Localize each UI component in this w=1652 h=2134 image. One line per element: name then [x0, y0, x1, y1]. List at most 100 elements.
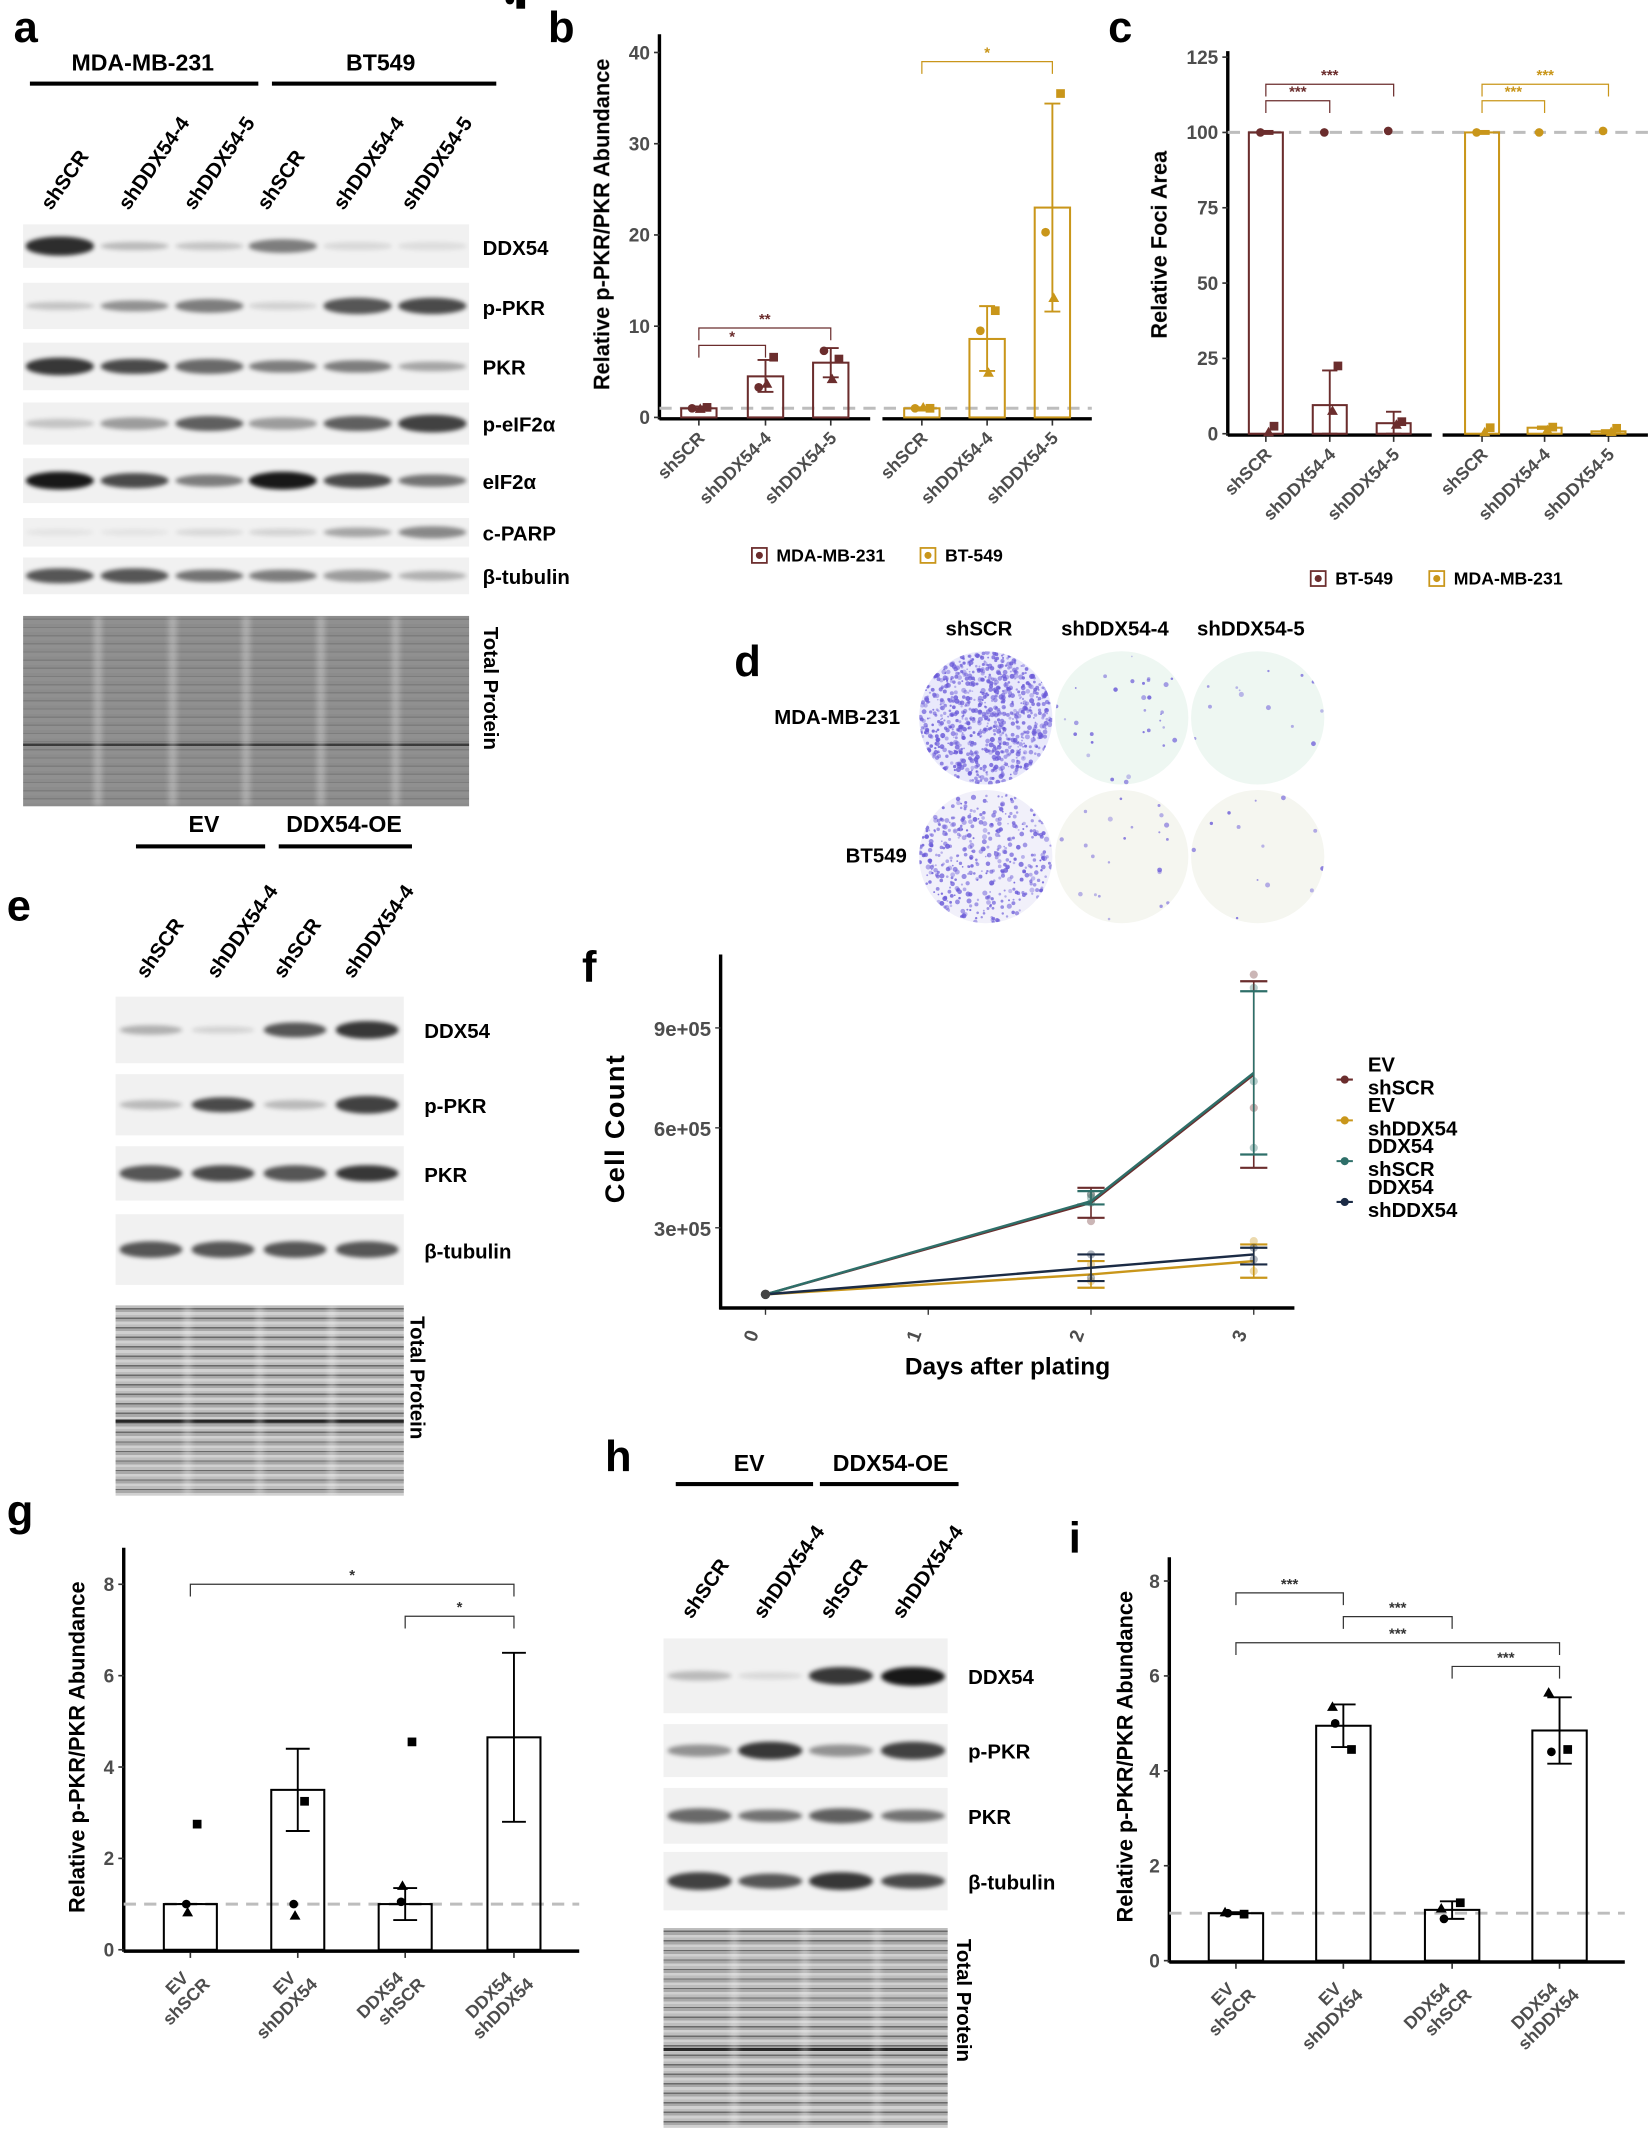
- y-tick-label: 0: [104, 1941, 115, 1962]
- colony: [1030, 853, 1034, 857]
- protein-band: [248, 239, 317, 253]
- colony: [988, 715, 991, 718]
- colony: [1130, 825, 1134, 829]
- colony: [981, 651, 986, 656]
- y-tick-label: 8: [104, 1575, 115, 1596]
- protein-band: [737, 1873, 802, 1889]
- data-point: [1435, 1903, 1447, 1913]
- colony: [919, 851, 923, 856]
- colony: [947, 889, 952, 894]
- colony: [995, 779, 1001, 785]
- colony: [962, 673, 967, 677]
- legend-label: BT-549: [1335, 569, 1393, 589]
- colony: [1008, 737, 1012, 741]
- colony: [968, 664, 972, 667]
- protein-band: [737, 1741, 802, 1760]
- colony: [919, 860, 922, 865]
- colony: [995, 725, 998, 728]
- colony: [968, 689, 972, 693]
- colony: [971, 708, 976, 713]
- colony: [987, 749, 991, 753]
- colony: [919, 731, 923, 735]
- data-point: [975, 326, 985, 336]
- legend-key: [919, 547, 937, 564]
- data-point: [1249, 1237, 1258, 1246]
- colony: [926, 700, 930, 704]
- colony: [932, 693, 938, 698]
- colony: [992, 728, 997, 733]
- colony: [950, 675, 954, 680]
- legend-label: shDDX54: [1368, 1118, 1458, 1140]
- colony: [1020, 696, 1023, 698]
- colony: [922, 852, 927, 857]
- colony: [961, 835, 967, 841]
- data-point: [1269, 421, 1279, 431]
- colony: [979, 735, 982, 738]
- data-point: [1086, 1260, 1096, 1269]
- colony: [954, 869, 960, 875]
- colony: [939, 845, 944, 850]
- data-point: [289, 1899, 299, 1909]
- colony: [1042, 713, 1047, 717]
- colony: [927, 847, 933, 853]
- colony: [954, 710, 960, 715]
- colony: [988, 673, 992, 677]
- lane-gap: [730, 1928, 739, 2128]
- colony: [1090, 854, 1095, 859]
- colony: [925, 882, 929, 885]
- colony: [992, 724, 996, 728]
- y-tick-label: 50: [1197, 274, 1218, 295]
- colony: [1033, 752, 1037, 755]
- protein-band: [263, 1241, 327, 1258]
- colony: [940, 685, 945, 689]
- colony: [1265, 705, 1271, 711]
- blot-row-label: PKR: [424, 1163, 468, 1187]
- data-point: [1219, 1906, 1231, 1917]
- colony: [967, 770, 972, 776]
- colony: [958, 660, 961, 663]
- colony: [1031, 892, 1034, 895]
- colony: [929, 744, 934, 748]
- colony: [975, 858, 978, 862]
- protein-band: [398, 297, 467, 314]
- colony: [950, 881, 955, 887]
- colony: [932, 752, 937, 757]
- x-category-label: DDX54shDDX54: [455, 1960, 538, 2043]
- colony: [959, 806, 963, 810]
- colony: [1033, 831, 1038, 837]
- colony: [958, 861, 963, 866]
- colony: [944, 905, 950, 910]
- colony: [998, 687, 1001, 689]
- protein-band: [398, 526, 467, 539]
- colony: [1034, 824, 1037, 827]
- colony: [996, 848, 1000, 851]
- colony: [961, 865, 964, 868]
- data-point: [1249, 983, 1258, 993]
- significance-label: ***: [1289, 84, 1307, 101]
- colony: [936, 870, 940, 874]
- colony: [1047, 701, 1051, 705]
- colony: [955, 671, 960, 676]
- colony: [977, 732, 980, 735]
- colony: [959, 663, 963, 667]
- colony: [1021, 823, 1024, 826]
- bar: [680, 407, 718, 419]
- lane-label: shDDX54-4: [328, 112, 410, 215]
- colony: [1193, 736, 1197, 741]
- colony: [979, 779, 983, 782]
- colony: [1172, 737, 1178, 743]
- colony: [993, 720, 997, 724]
- colony: [1010, 737, 1016, 743]
- colony: [963, 763, 967, 767]
- colony: [952, 866, 958, 872]
- colony: [970, 765, 975, 770]
- colony: [974, 902, 979, 907]
- colony: [1022, 756, 1025, 759]
- colony: [1021, 891, 1025, 895]
- colony: [945, 859, 950, 864]
- colony: [1004, 846, 1008, 850]
- colony: [961, 731, 964, 735]
- colony: [1015, 666, 1019, 670]
- colony: [989, 681, 994, 686]
- colony: [937, 737, 939, 740]
